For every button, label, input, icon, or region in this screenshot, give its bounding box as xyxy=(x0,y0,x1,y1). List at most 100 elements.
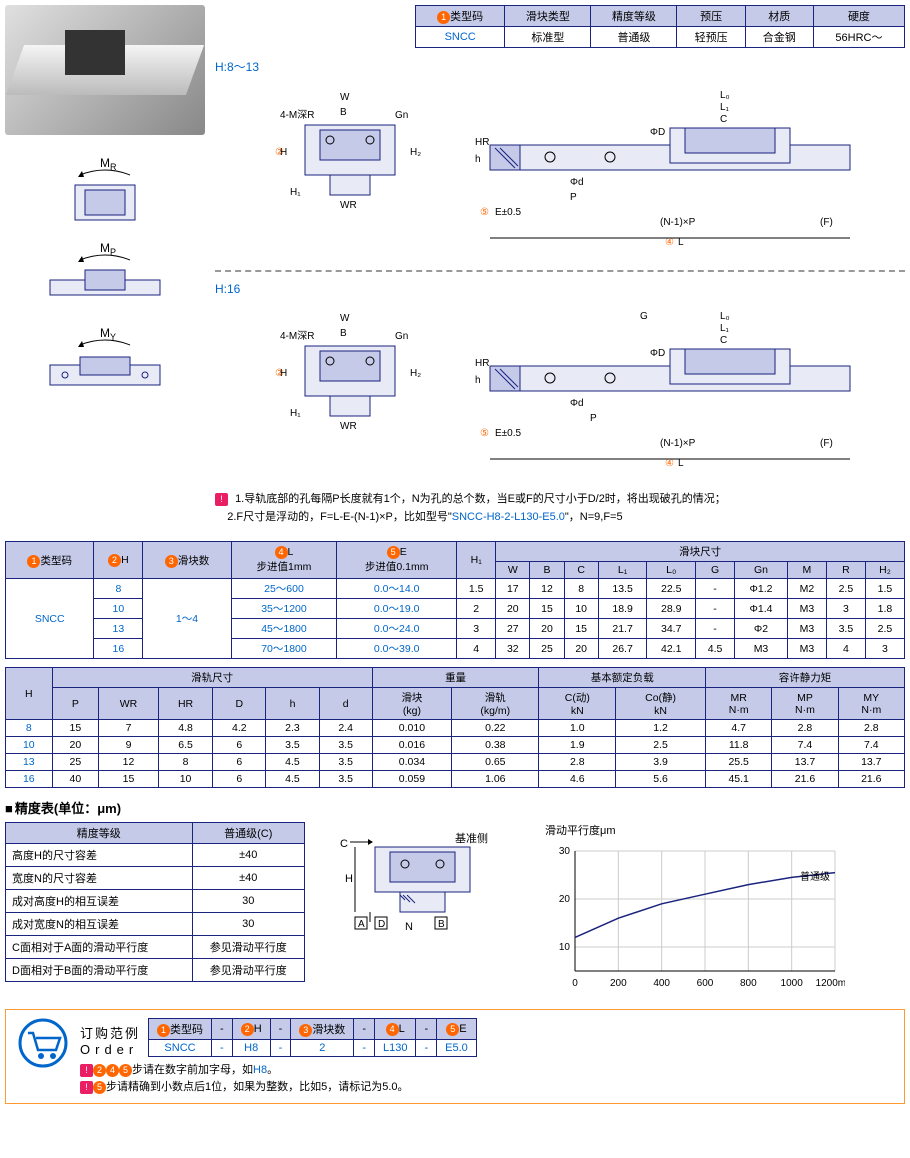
moment-mr-diagram: MR xyxy=(30,155,180,235)
divider xyxy=(215,270,905,272)
svg-text:1000: 1000 xyxy=(781,978,804,989)
svg-text:L₀: L₀ xyxy=(720,311,730,322)
svg-text:M: M xyxy=(100,156,110,170)
svg-text:ΦD: ΦD xyxy=(650,127,665,138)
td: 普通级 xyxy=(591,27,677,48)
svg-text:0: 0 xyxy=(572,978,578,989)
svg-text:HR: HR xyxy=(475,137,489,148)
svg-text:L: L xyxy=(678,458,684,469)
th: 硬度 xyxy=(813,6,904,27)
svg-text:H₂: H₂ xyxy=(410,368,421,379)
svg-text:(F): (F) xyxy=(820,217,833,228)
svg-text:B: B xyxy=(438,919,445,930)
svg-text:E±0.5: E±0.5 xyxy=(495,207,521,218)
svg-text:4-M深R: 4-M深R xyxy=(280,330,314,342)
svg-text:Gn: Gn xyxy=(395,110,408,121)
cart-icon xyxy=(18,1018,68,1068)
tech-diagram-1: W B 4-M深R Gn ② H H₂ H₁ WR xyxy=(215,80,905,260)
th: 滑块类型 xyxy=(505,6,591,27)
svg-text:30: 30 xyxy=(559,846,571,857)
svg-text:10: 10 xyxy=(559,942,571,953)
td: SNCC xyxy=(416,27,505,48)
moment-mp-diagram: MP xyxy=(30,240,180,320)
svg-text:D: D xyxy=(378,919,385,930)
tech-diagram-2: W B 4-M深R Gn ② H H₂ H₁ WR xyxy=(215,301,905,481)
svg-text:ΦD: ΦD xyxy=(650,348,665,359)
svg-text:P: P xyxy=(570,192,577,203)
svg-text:H: H xyxy=(280,147,287,158)
svg-text:600: 600 xyxy=(697,978,714,989)
order-title-cn: 订购范例 xyxy=(80,1026,140,1041)
svg-text:Φd: Φd xyxy=(570,398,584,409)
svg-text:⑤: ⑤ xyxy=(480,428,489,439)
svg-text:G: G xyxy=(640,311,648,322)
td: 合金钢 xyxy=(745,27,813,48)
svg-text:20: 20 xyxy=(559,894,571,905)
note-line1: 1.导轨底部的孔每隔P长度就有1个，N为孔的总个数，当E或F的尺寸小于D/2时，… xyxy=(235,493,726,505)
dia-label-h16: H:16 xyxy=(215,282,905,296)
svg-text:L₀: L₀ xyxy=(720,90,730,101)
svg-text:(N-1)×P: (N-1)×P xyxy=(660,217,696,228)
td: 轻预压 xyxy=(677,27,745,48)
svg-text:H₂: H₂ xyxy=(410,147,421,158)
svg-text:M: M xyxy=(100,326,110,340)
svg-text:W: W xyxy=(340,92,350,103)
order-box: 订购范例 Order 1类型码-2H-3滑块数-4L-5E SNCC-H8-2-… xyxy=(5,1009,905,1104)
product-image xyxy=(5,5,205,135)
svg-text:WR: WR xyxy=(340,421,357,432)
svg-text:H₁: H₁ xyxy=(290,408,301,419)
spec-table-2: H 滑轨尺寸 重量 基本额定负载 容许静力矩 PWRHRDhd滑块(kg)滑轨(… xyxy=(5,667,905,788)
svg-text:⑤: ⑤ xyxy=(480,207,489,218)
svg-text:h: h xyxy=(475,154,481,165)
svg-text:M: M xyxy=(100,241,110,255)
order-notes: !245步请在数字前加字母，如H8。 !5步请精确到小数点后1位，如果为整数，比… xyxy=(80,1062,477,1095)
svg-text:A: A xyxy=(358,919,365,930)
svg-text:200: 200 xyxy=(610,978,627,989)
left-column: MR MP MY xyxy=(5,5,205,526)
svg-text:Φd: Φd xyxy=(570,177,584,188)
spec-table-1: 1类型码 2H 3滑块数 4L步进值1mm 5E步进值0.1mm H₁ 滑块尺寸… xyxy=(5,541,905,659)
svg-text:H: H xyxy=(280,368,287,379)
svg-text:WR: WR xyxy=(340,200,357,211)
svg-text:HR: HR xyxy=(475,358,489,369)
svg-text:C: C xyxy=(340,838,348,850)
svg-text:P: P xyxy=(590,413,597,424)
td: 标准型 xyxy=(505,27,591,48)
order-table: 1类型码-2H-3滑块数-4L-5E SNCC-H8-2-L130-E5.0 xyxy=(148,1018,477,1057)
svg-text:(F): (F) xyxy=(820,438,833,449)
th: 精度等级 xyxy=(591,6,677,27)
order-title-en: Order xyxy=(80,1042,138,1057)
svg-text:H: H xyxy=(345,873,353,885)
right-column: 1类型码 滑块类型 精度等级 预压 材质 硬度 SNCC 标准型 普通级 轻预压… xyxy=(215,5,905,526)
notes: ! 1.导轨底部的孔每隔P长度就有1个，N为孔的总个数，当E或F的尺寸小于D/2… xyxy=(215,491,905,526)
th: 预压 xyxy=(677,6,745,27)
svg-text:W: W xyxy=(340,313,350,324)
svg-text:C: C xyxy=(720,114,727,125)
accuracy-title: 精度表(单位：μm) xyxy=(5,798,905,817)
dia-label-h8-13: H:8～13 xyxy=(215,58,905,75)
moment-my-diagram: MY xyxy=(30,325,180,405)
svg-text:1200mm: 1200mm xyxy=(816,978,845,989)
svg-text:H₁: H₁ xyxy=(290,187,301,198)
svg-text:400: 400 xyxy=(653,978,670,989)
svg-text:L₁: L₁ xyxy=(720,323,730,334)
parallelism-chart: 滑动平行度μm 020040060080010001200mm102030普通级 xyxy=(545,822,845,994)
th: 材质 xyxy=(745,6,813,27)
svg-text:L: L xyxy=(678,237,684,248)
svg-text:800: 800 xyxy=(740,978,757,989)
accuracy-table: 精度等级 普通级(C) 高度H的尺寸容差±40宽度N的尺寸容差±40成对高度H的… xyxy=(5,822,305,982)
td: 56HRC～ xyxy=(813,27,904,48)
svg-text:B: B xyxy=(340,107,347,118)
svg-text:L₁: L₁ xyxy=(720,102,730,113)
svg-text:④: ④ xyxy=(665,458,674,469)
th-typecode: 1类型码 xyxy=(416,6,505,27)
svg-text:普通级: 普通级 xyxy=(800,870,830,883)
svg-text:基准侧: 基准侧 xyxy=(455,832,488,845)
svg-text:Gn: Gn xyxy=(395,331,408,342)
svg-text:4-M深R: 4-M深R xyxy=(280,109,314,121)
svg-text:N: N xyxy=(405,921,413,933)
type-table: 1类型码 滑块类型 精度等级 预压 材质 硬度 SNCC 标准型 普通级 轻预压… xyxy=(415,5,905,48)
svg-text:E±0.5: E±0.5 xyxy=(495,428,521,439)
svg-text:B: B xyxy=(340,328,347,339)
reference-diagram: C 基准侧 H A D N B xyxy=(325,822,525,942)
